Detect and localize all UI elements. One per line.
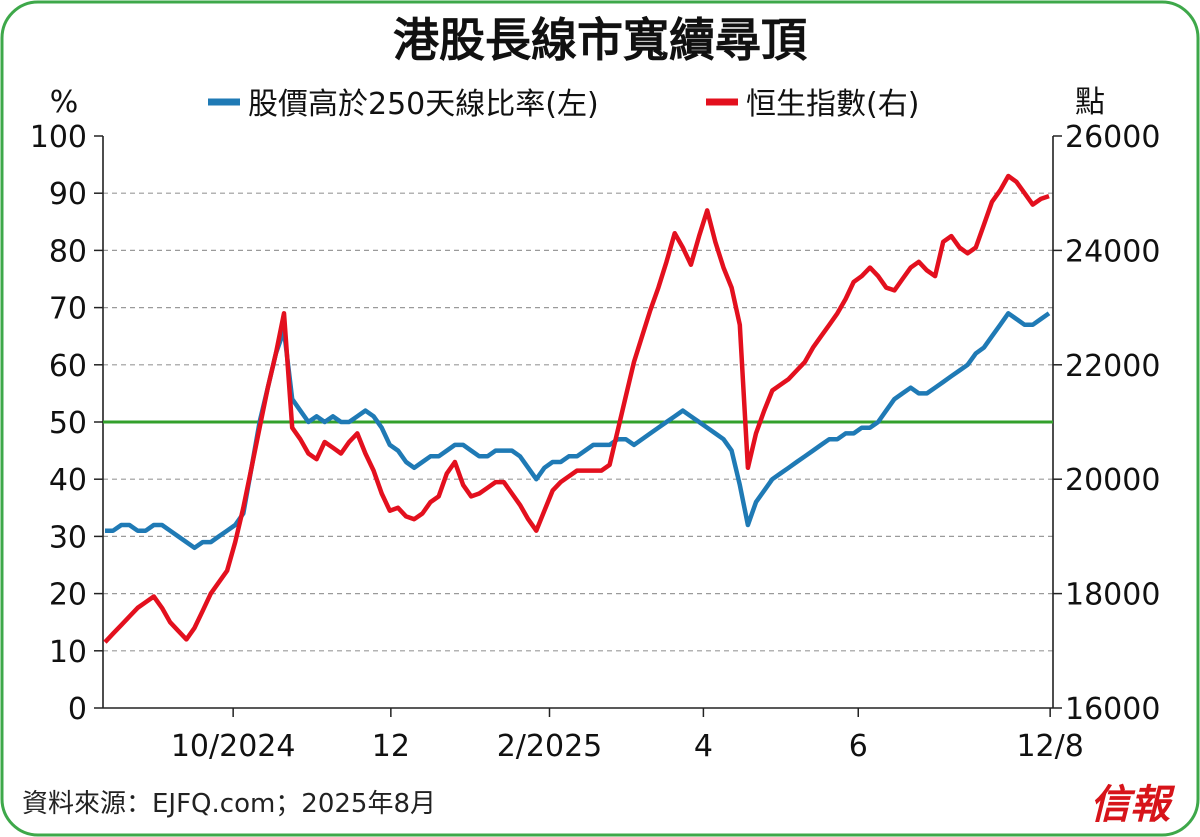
left-tick-label: 70 (49, 292, 87, 327)
x-tick-label: 12/8 (1016, 729, 1083, 764)
legend-label-hsi: 恒生指數(右) (746, 87, 919, 122)
series-line-hsi (103, 173, 1050, 644)
right-tick-label: 18000 (1065, 578, 1160, 613)
right-axis-ticks: 16000 18000 20000 22000 24000 26000 (1065, 120, 1160, 727)
left-tick-label: 80 (49, 234, 87, 269)
legend: 股價高於250天線比率(左) 恒生指數(右) (208, 87, 919, 122)
source-note: 資料來源：EJFQ.com；2025年8月 (22, 789, 436, 819)
x-tick-label: 6 (849, 729, 868, 764)
right-tick-label: 20000 (1065, 463, 1160, 498)
x-tick-label: 10/2024 (171, 729, 296, 764)
left-tick-label: 50 (49, 406, 87, 441)
right-axis-unit: 點 (1075, 85, 1105, 120)
left-tick-label: 20 (49, 578, 87, 613)
left-axis-unit: % (50, 85, 79, 120)
logo: 信報 (1090, 782, 1176, 828)
left-tick-label: 30 (49, 520, 87, 555)
right-tick-label: 16000 (1065, 692, 1160, 727)
x-axis-ticks: 10/2024 12 2/2025 4 6 12/8 (171, 729, 1084, 764)
right-tick-label: 22000 (1065, 349, 1160, 384)
x-tick-label: 2/2025 (497, 729, 603, 764)
left-tick-label: 40 (49, 463, 87, 498)
left-axis-ticks: 0 10 20 30 40 50 60 70 80 90 100 (30, 120, 87, 727)
left-tick-label: 90 (49, 177, 87, 212)
right-tick-label: 24000 (1065, 234, 1160, 269)
x-tick-label: 4 (694, 729, 713, 764)
right-tick-label: 26000 (1065, 120, 1160, 155)
legend-label-breadth: 股價高於250天線比率(左) (248, 87, 599, 122)
left-tick-label: 60 (49, 349, 87, 384)
chart-title: 港股長線市寬續尋頂 (393, 13, 808, 67)
left-tick-label: 10 (49, 635, 87, 670)
x-tick-label: 12 (372, 729, 410, 764)
left-tick-label: 0 (68, 692, 87, 727)
left-tick-label: 100 (30, 120, 87, 155)
